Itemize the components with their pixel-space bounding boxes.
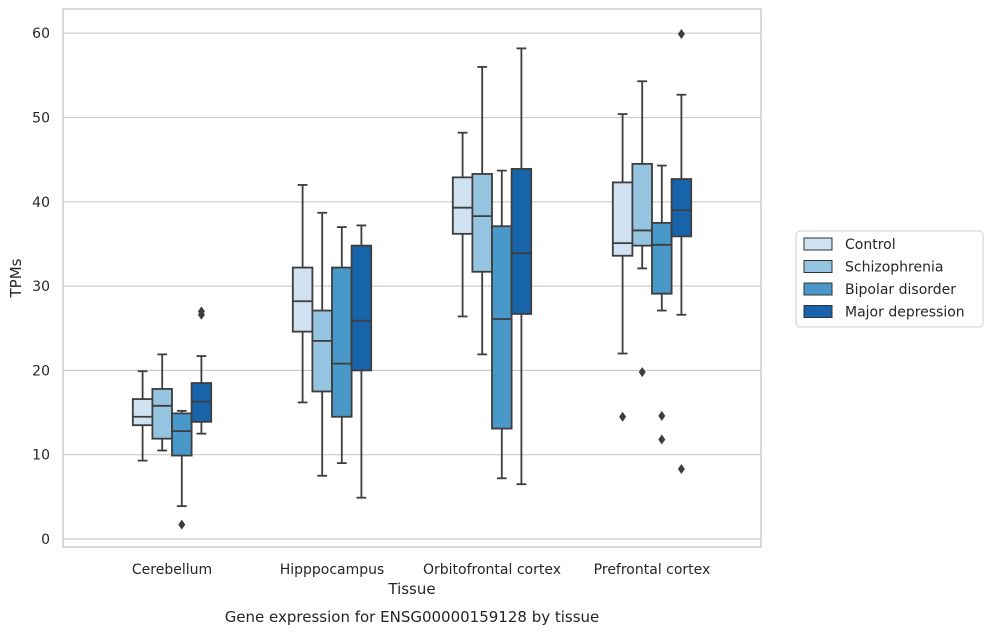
iqr-box [631,162,653,247]
y-tick-label: 30 [32,279,50,295]
box-bipolar-disorder-3 [651,164,673,445]
iqr-box [611,181,634,257]
x-tick-label: Cerebellum [132,562,212,578]
box-major-depression-0 [190,306,213,435]
box-major-depression-2 [510,47,533,486]
outlier-point [658,434,666,445]
legend-frame [795,230,984,328]
iqr-box [171,412,193,457]
box-schizophrenia-0 [151,353,173,452]
iqr-box [131,398,154,427]
legend-label: Control [845,237,896,253]
box-schizophrenia-1 [311,211,333,477]
legend-label: Schizophrenia [845,260,943,276]
iqr-box [350,244,373,372]
legend-swatch [803,260,833,273]
legend-swatch [803,305,833,318]
box-control-2 [451,131,474,318]
iqr-box [510,168,533,315]
plot-frame [62,8,762,548]
iqr-box [331,266,353,418]
x-tick-label: Orbitofrontal cortex [423,562,561,578]
y-tick-label: 50 [32,111,50,127]
legend-swatch [803,237,833,251]
legend-label: Bipolar disorder [845,282,956,298]
outlier-point [638,367,646,378]
box-control-0 [131,370,154,462]
legend-label: Major depression [845,305,965,321]
legend: Control Schizophrenia Bipolar disorder Majo… [795,230,984,328]
y-tick-label: 40 [32,195,50,211]
x-tick-label: Hipppocampus [280,562,385,578]
y-tick-label: 0 [41,532,50,548]
outlier-point [619,411,627,422]
y-tick-labels: 0 10 20 30 40 50 60 [32,26,50,548]
legend-swatch [803,282,833,296]
x-tick-labels: Cerebellum Hipppocampus Orbitofrontal cort… [132,562,710,578]
chart-caption: Gene expression for ENSG00000159128 by t… [225,608,600,626]
iqr-box [451,176,474,235]
box-schizophrenia-2 [471,66,493,356]
outlier-point [677,29,685,40]
iqr-box [651,221,673,295]
y-tick-label: 10 [32,448,50,464]
x-tick-label: Prefrontal cortex [594,562,711,578]
outlier-point [197,306,205,317]
iqr-box [291,266,314,333]
box-control-3 [611,113,634,422]
iqr-box [151,388,173,440]
iqr-box [311,309,333,393]
y-axis-title: TPMs [7,258,25,298]
box-control-1 [291,184,314,404]
box-bipolar-disorder-1 [331,226,353,465]
box-major-depression-3 [670,29,693,475]
outlier-point [658,410,666,421]
x-axis-title: Tissue [387,580,435,598]
boxes [131,29,693,530]
box-bipolar-disorder-2 [491,169,513,480]
iqr-box [491,225,513,430]
outlier-point [677,464,685,475]
outlier-point [178,519,186,530]
iqr-box [670,178,693,238]
box-major-depression-1 [350,224,373,499]
box-bipolar-disorder-0 [171,409,193,530]
y-tick-label: 20 [32,363,50,379]
iqr-box [471,173,493,273]
y-tick-label: 60 [32,26,50,42]
box-schizophrenia-3 [631,80,653,378]
